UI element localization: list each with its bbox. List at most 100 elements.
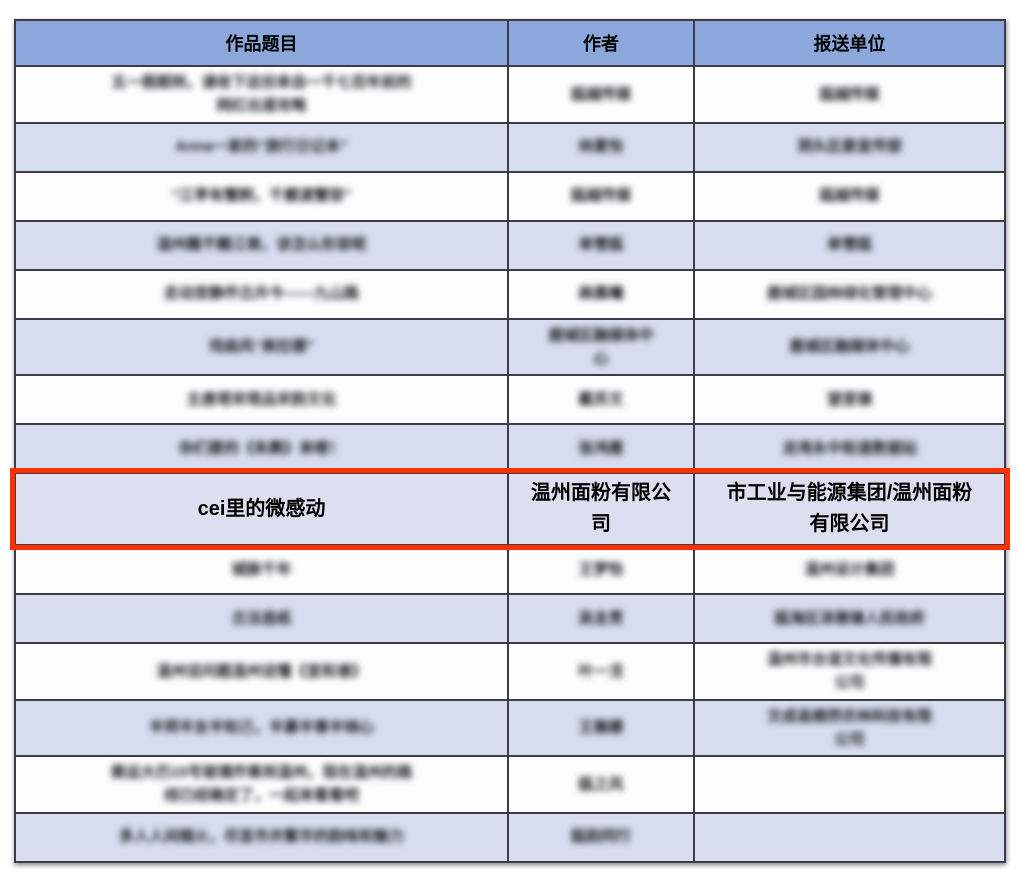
cell-submitting-unit: 瓯海区泽雅镇人民政府 (693, 593, 1006, 644)
column-header-submitting-unit: 报送单位 (693, 19, 1006, 67)
column-header-work-title: 作品题目 (14, 19, 509, 67)
cell-work-title: 五一假期到，请收下这份来自一千七百年前的 网红出道攻略 (14, 65, 509, 124)
author-text: 戴苏文 (578, 390, 624, 408)
submissions-table-wrap: 作品题目 作者 报送单位 五一假期到，请收下这份来自一千七百年前的 网红出道攻略… (10, 19, 1010, 863)
cell-work-title: 你们要的《朱鹮》来喽！ (14, 423, 509, 474)
cell-work-title: 走动宫静乔古卉今——九山路 (14, 268, 509, 320)
submitting-unit-text: 瓯越传媒 (819, 187, 880, 205)
cell-author: 瓯越传媒 (507, 170, 695, 222)
cell-author: 温州面粉有限公 司 (507, 472, 695, 546)
table-row: 走动宫静乔古卉今——九山路 麻晨曦 鹿城区园林绿化管理中心 (14, 268, 1006, 320)
cell-work-title: Anna一家的“旅行日记本” (14, 121, 509, 173)
cell-author: 鹿城区融媒体中 心 (507, 317, 695, 376)
cell-submitting-unit: 瓯越传媒 (693, 65, 1006, 124)
cell-submitting-unit: 温州市台谊文化传播有限 公司 (693, 642, 1006, 701)
cell-work-title: cei里的微感动 (14, 472, 509, 546)
table-row: 乘运大巴15号玻璃乔乘到温州，现在温州的路 线已经确定了，一起来看看吧 瓯之风 (14, 755, 1006, 814)
work-title-text: cei里的微感动 (197, 497, 326, 520)
cell-submitting-unit: 鹿城区园林绿化管理中心 (693, 268, 1006, 320)
author-text: 瓯韵同行 (570, 828, 631, 846)
cell-submitting-unit: 龙湾永中街道数据站 (693, 423, 1006, 474)
work-title-text: 乘运大巴15号玻璃乔乘到温州，现在温州的路 线已经确定了，一起来看看吧 (110, 764, 413, 805)
cell-author: 吴圭贯 (507, 593, 695, 644)
author-text: 瓯之风 (578, 775, 624, 793)
author-text: 张鸿雁 (578, 439, 624, 457)
table-row: 温州话问题温州话懂《宣和谱》 叶一戈 温州市台谊文化传播有限 公司 (14, 642, 1006, 701)
work-title-text: 走动宫静乔古卉今——九山路 (163, 285, 359, 303)
cell-submitting-unit: 市工业与能源集团/温州面粉 有限公司 (693, 472, 1006, 546)
cell-author: 林夏怡 (507, 121, 695, 173)
cell-submitting-unit (693, 755, 1006, 814)
work-title-text: 五一假期到，请收下这份来自一千七百年前的 网红出道攻略 (111, 74, 412, 115)
cell-work-title: 古法造纸 (14, 593, 509, 644)
author-text: 温州面粉有限公 司 (531, 482, 671, 535)
cell-author: 单雪瓯 (507, 219, 695, 271)
submitting-unit-text: 鹿城区融媒体中心 (789, 338, 910, 356)
column-header-author: 作者 (507, 19, 695, 67)
author-text: 吴圭贯 (578, 609, 624, 627)
author-text: 王梦怡 (578, 560, 624, 578)
cell-work-title: 半师半友半知己，半慕半尊半倾心 (14, 698, 509, 757)
table-row: 古法造纸 吴圭贯 瓯海区泽雅镇人民政府 (14, 593, 1006, 644)
submitting-unit-text: 鹿城区园林绿化管理中心 (766, 285, 932, 303)
cell-submitting-unit: 单雪瓯 (693, 219, 1006, 271)
submitting-unit-text: 瓯海区泽雅镇人民政府 (774, 609, 925, 627)
table-row: 半师半友半知己，半慕半尊半倾心 王薇娜 文成县顺然农林科技有限 公司 (14, 698, 1006, 757)
work-title-text: 戏曲风“美拉德” (208, 338, 314, 356)
author-text: 鹿城区融媒体中 心 (548, 326, 654, 367)
author-text: 瓯越传媒 (570, 187, 631, 205)
work-title-text: 温州籍不籍江南，该怎么形容呢 (156, 236, 367, 254)
work-title-text: “江亭有蟹舸，千艘渡蟹容” (171, 187, 352, 205)
work-title-text: 半师半友半知己，半慕半尊半倾心 (148, 719, 374, 737)
author-text: 瓯越传媒 (570, 85, 631, 103)
cell-author: 瓯韵同行 (507, 811, 695, 863)
cell-submitting-unit: 温州设计集团 (693, 544, 1006, 595)
cell-submitting-unit: 鹿城区融媒体中心 (693, 317, 1006, 376)
work-title-text: Anna一家的“旅行日记本” (175, 138, 348, 156)
table-row: 温州籍不籍江南，该怎么形容呢 单雪瓯 单雪瓯 (14, 219, 1006, 271)
cell-author: 张鸿雁 (507, 423, 695, 474)
header-row: 作品题目 作者 报送单位 (14, 19, 1006, 67)
table-row: 多人人间烟火，尽显市井繁华的韵味和魅力 瓯韵同行 (14, 811, 1006, 863)
table-row: 你们要的《朱鹮》来喽！ 张鸿雁 龙湾永中街道数据站 (14, 423, 1006, 474)
submitting-unit-text: 龙湾永中街道数据站 (781, 439, 917, 457)
table-row: “江亭有蟹舸，千艘渡蟹容” 瓯越传媒 瓯越传媒 (14, 170, 1006, 222)
table-row: Anna一家的“旅行日记本” 林夏怡 洞头区委宣传部 (14, 121, 1006, 173)
table-row: 城脉千年 王梦怡 温州设计集团 (14, 544, 1006, 595)
cell-work-title: 温州话问题温州话懂《宣和谱》 (14, 642, 509, 701)
submitting-unit-text: 望里镇 (826, 390, 872, 408)
table-body: 五一假期到，请收下这份来自一千七百年前的 网红出道攻略 瓯越传媒 瓯越传媒 An… (10, 65, 1010, 863)
work-title-text: 多人人间烟火，尽显市井繁华的韵味和魅力 (118, 828, 404, 846)
submitting-unit-text: 洞头区委宣传部 (796, 138, 902, 156)
table-row: 主唐塔宋塔品宋韵文化 戴苏文 望里镇 (14, 374, 1006, 425)
author-text: 王薇娜 (578, 719, 624, 737)
cell-work-title: 城脉千年 (14, 544, 509, 595)
work-title-text: 主唐塔宋塔品宋韵文化 (186, 390, 337, 408)
cell-submitting-unit: 瓯越传媒 (693, 170, 1006, 222)
work-title-text: 你们要的《朱鹮》来喽！ (178, 439, 344, 457)
cell-work-title: 戏曲风“美拉德” (14, 317, 509, 376)
table-row-highlighted: cei里的微感动 温州面粉有限公 司 市工业与能源集团/温州面粉 有限公司 (10, 468, 1010, 550)
cell-author: 叶一戈 (507, 642, 695, 701)
author-text: 单雪瓯 (578, 236, 624, 254)
author-text: 麻晨曦 (578, 285, 624, 303)
cell-work-title: 主唐塔宋塔品宋韵文化 (14, 374, 509, 425)
work-title-text: 城脉千年 (231, 560, 292, 578)
cell-submitting-unit: 望里镇 (693, 374, 1006, 425)
submitting-unit-text: 单雪瓯 (826, 236, 872, 254)
table-row: 五一假期到，请收下这份来自一千七百年前的 网红出道攻略 瓯越传媒 瓯越传媒 (14, 65, 1006, 124)
cell-author: 麻晨曦 (507, 268, 695, 320)
cell-submitting-unit: 文成县顺然农林科技有限 公司 (693, 698, 1006, 757)
submitting-unit-text: 温州设计集团 (804, 560, 895, 578)
author-text: 叶一戈 (578, 662, 624, 680)
cell-submitting-unit: 洞头区委宣传部 (693, 121, 1006, 173)
submitting-unit-text: 温州市台谊文化传播有限 公司 (766, 651, 932, 692)
cell-author: 瓯越传媒 (507, 65, 695, 124)
work-title-text: 古法造纸 (231, 609, 292, 627)
submitting-unit-text: 文成县顺然农林科技有限 公司 (766, 707, 932, 748)
cell-work-title: 温州籍不籍江南，该怎么形容呢 (14, 219, 509, 271)
cell-author: 戴苏文 (507, 374, 695, 425)
work-title-text: 温州话问题温州话懂《宣和谱》 (156, 662, 367, 680)
cell-work-title: “江亭有蟹舸，千艘渡蟹容” (14, 170, 509, 222)
cell-author: 王梦怡 (507, 544, 695, 595)
